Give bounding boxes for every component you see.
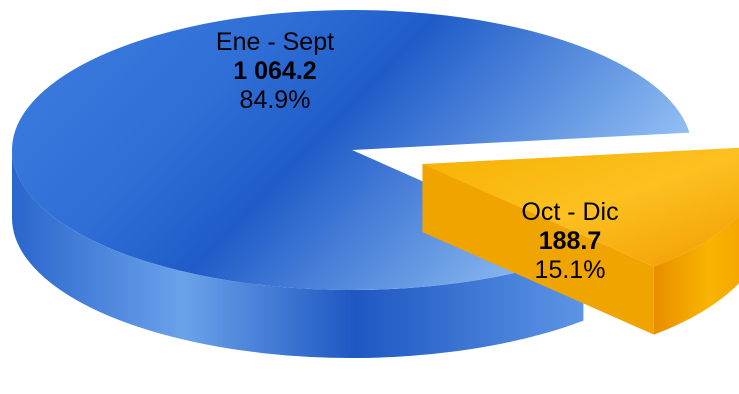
slice-side-ene-sept: [12, 150, 584, 359]
slice-side-oct-dic: [653, 215, 739, 335]
slice-value-ene-sept: 1 064.2: [233, 57, 317, 85]
slice-top-ene-sept: [11, 10, 690, 291]
slice-edge-oct-dic: [422, 164, 654, 335]
slice-value-oct-dic: 188.7: [538, 227, 602, 255]
slice-top-oct-dic: [422, 147, 739, 267]
slice-label-oct-dic: Oct - Dic 188.7 15.1%: [500, 198, 640, 285]
slice-percent-ene-sept: 84.9%: [239, 86, 311, 114]
slice-percent-oct-dic: 15.1%: [534, 256, 606, 284]
slice-label-ene-sept: Ene - Sept 1 064.2 84.9%: [190, 28, 360, 115]
slice-name-oct-dic: Oct - Dic: [521, 198, 619, 226]
slice-name-ene-sept: Ene - Sept: [215, 28, 335, 56]
